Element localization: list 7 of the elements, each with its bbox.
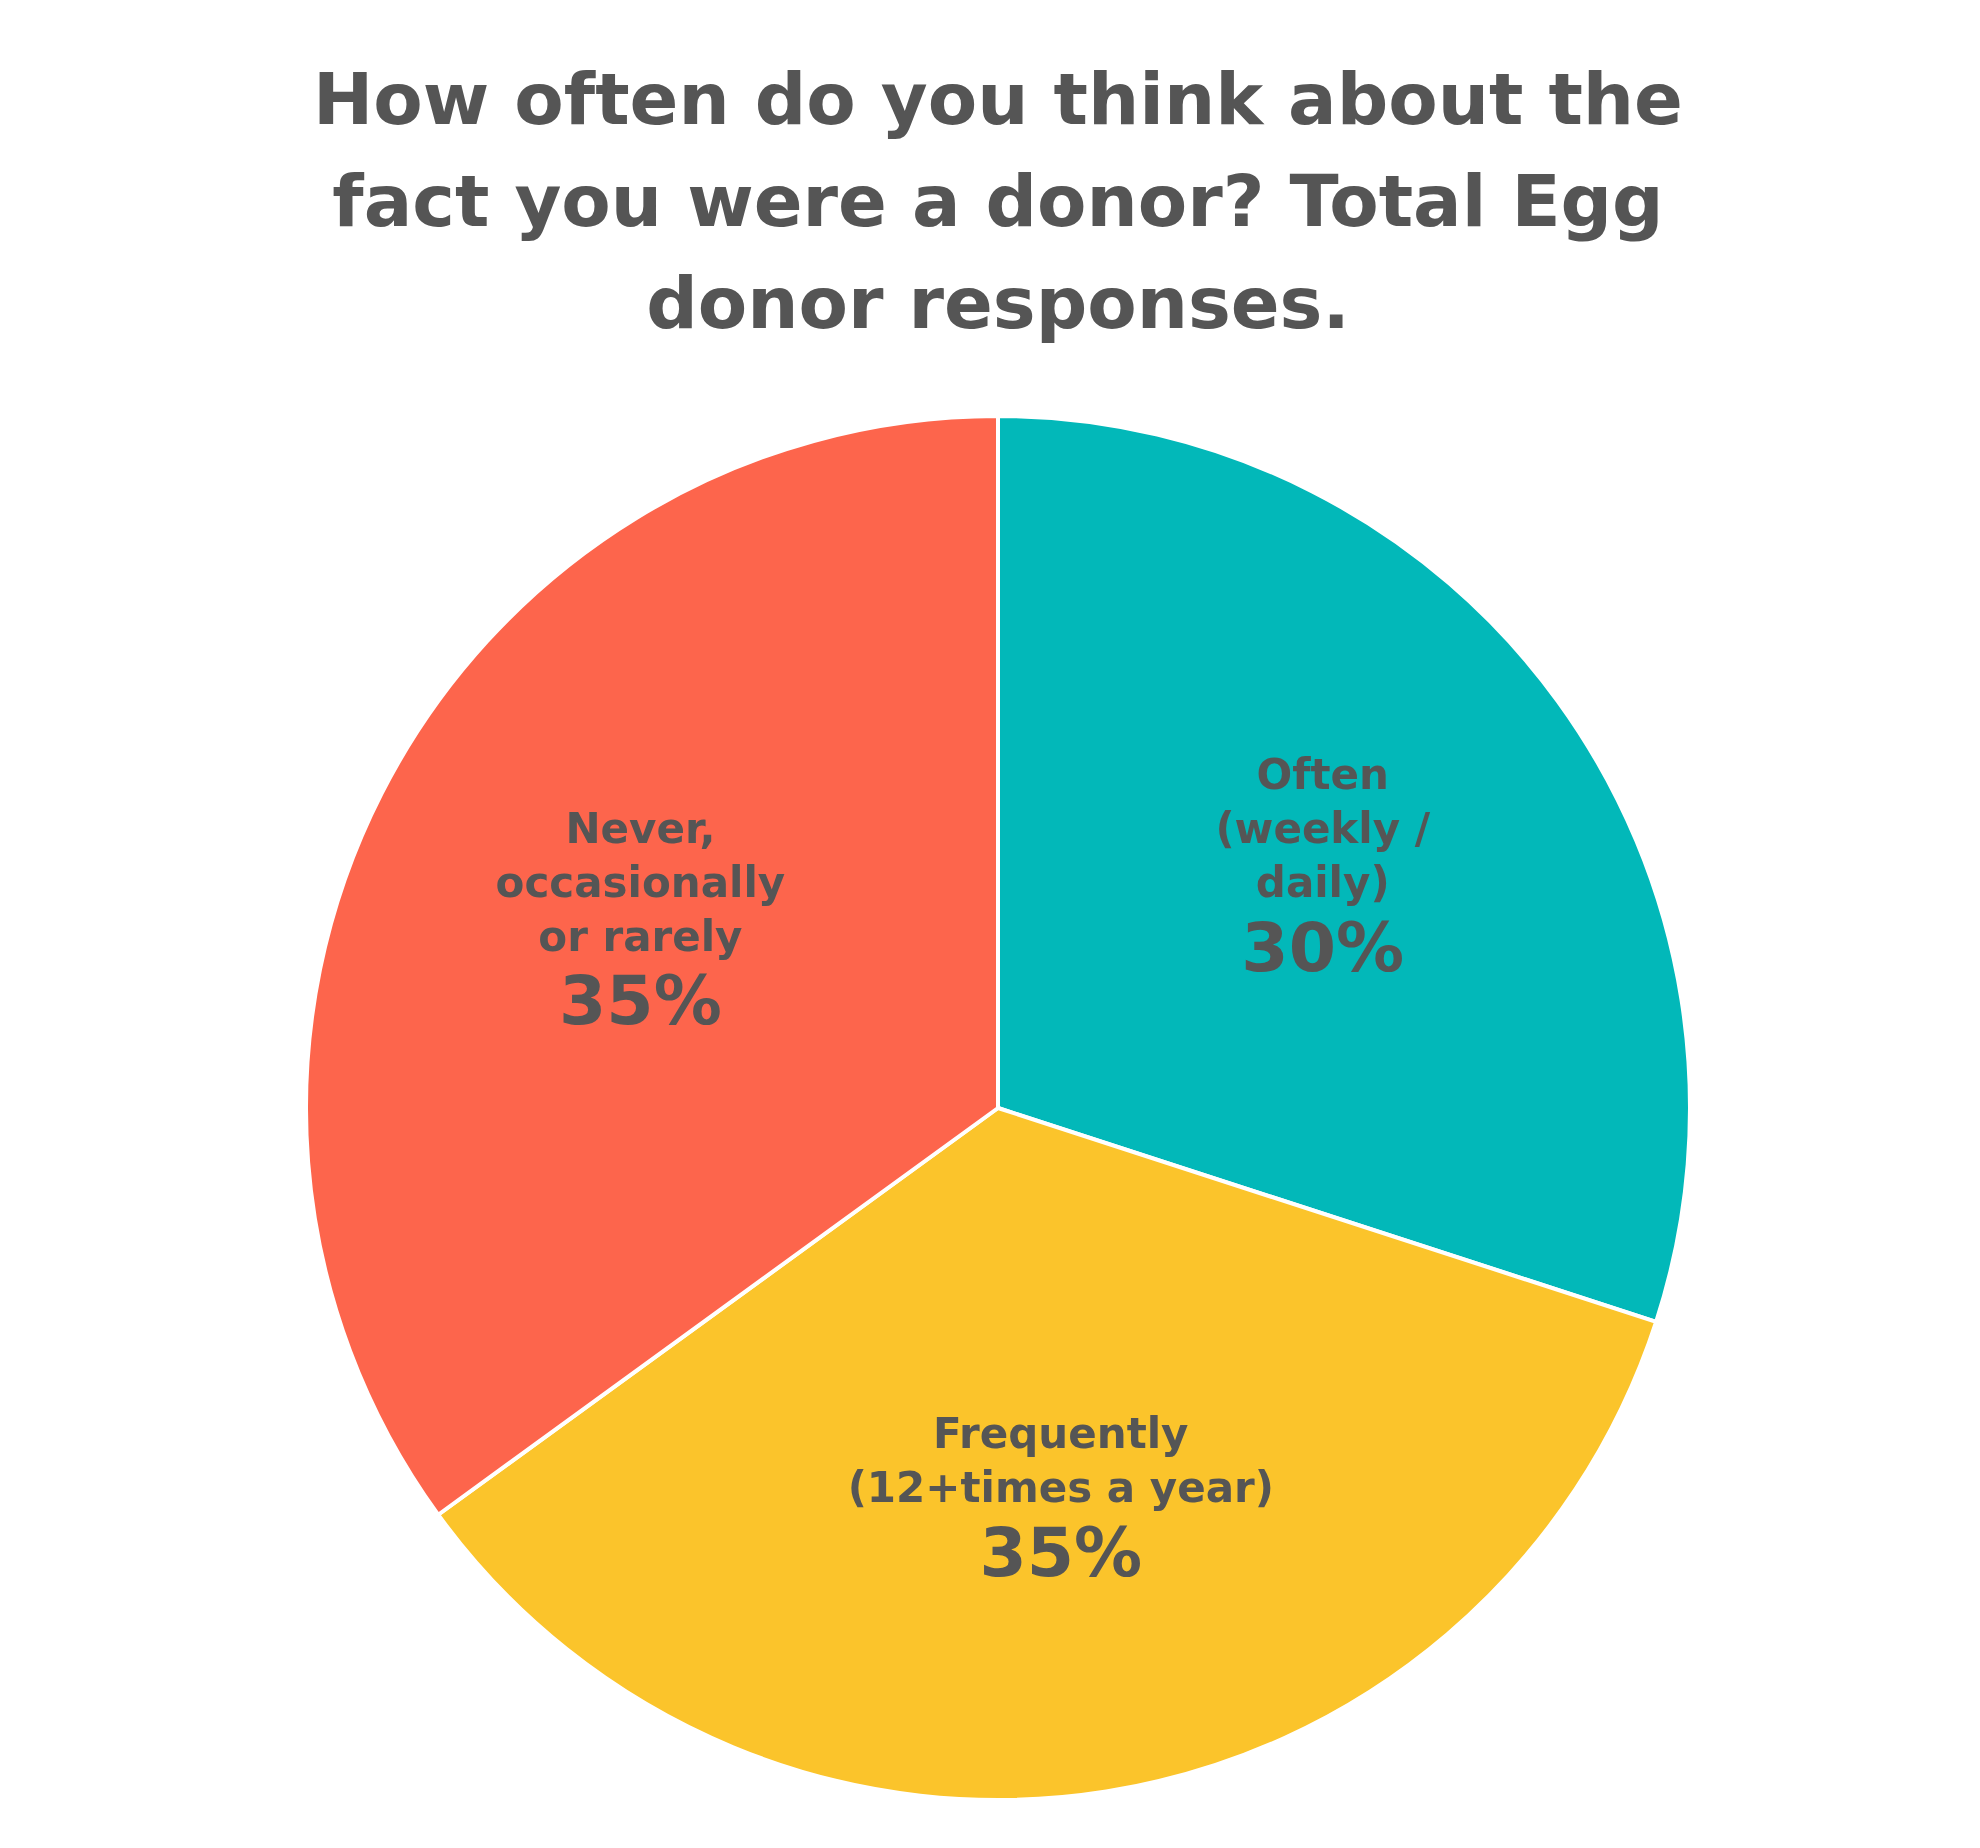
slice-label: Frequently (12+times a year) [847,1409,1274,1513]
slice-label: Often (weekly / daily) [1215,749,1431,907]
chart-title: How often do you think about the fact you were a donor? Total Egg donor responses. [312,56,1684,348]
slice-label: Never, occasionally or rarely [495,803,786,961]
data-label: 35% [559,961,722,1041]
data-label: 35% [979,1513,1143,1593]
data-label: 30% [1241,907,1405,987]
